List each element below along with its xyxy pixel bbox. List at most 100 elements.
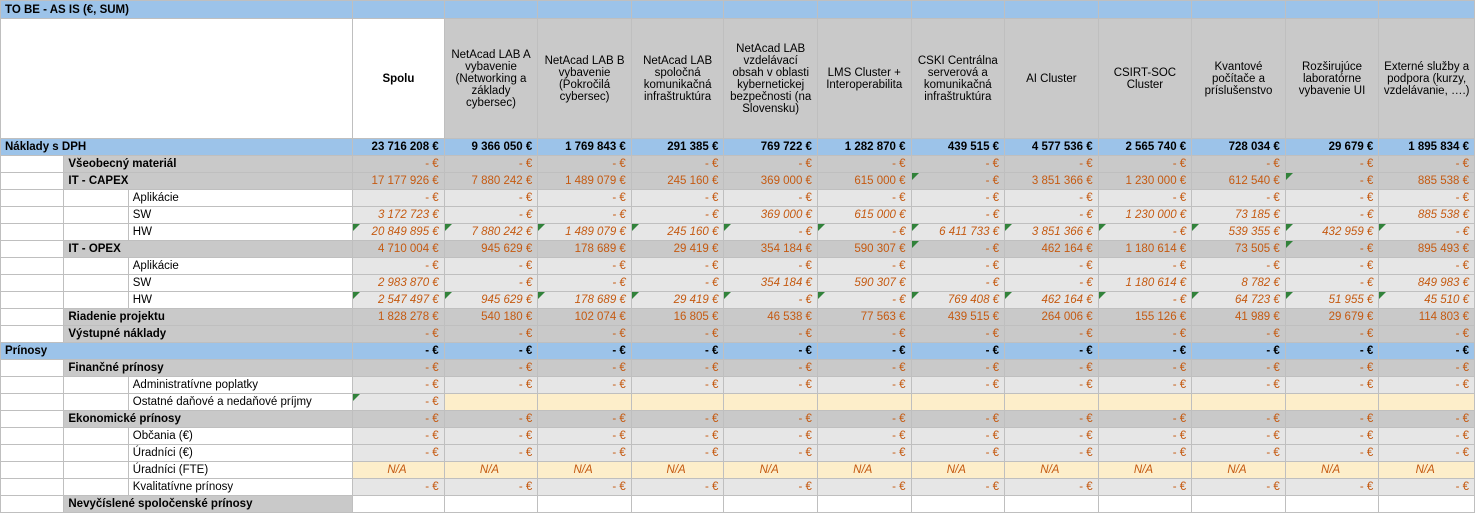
cell-ai — [1004, 393, 1099, 411]
indent-spacer — [63, 376, 129, 394]
cell-lab_obsah: 369 000 € — [723, 172, 818, 190]
indent-spacer — [0, 308, 65, 326]
cell-lab_a: 945 629 € — [443, 240, 539, 258]
cell-lab_obsah: - € — [723, 427, 818, 445]
cell-kvant: 539 355 € — [1191, 223, 1286, 241]
cell-lab_obsah: - € — [723, 478, 818, 496]
cell-lab_b: - € — [537, 257, 632, 275]
cell-csirt: 155 126 € — [1097, 308, 1193, 326]
cell-lab_infra: 29 419 € — [630, 240, 725, 258]
table-row: Riadenie projektu 1 828 278 €540 180 €102… — [0, 308, 1475, 326]
indent-spacer — [0, 393, 65, 411]
row-label: Občania (€) — [127, 427, 354, 445]
cell-ext: - € — [1378, 223, 1475, 241]
row-label: SW — [127, 206, 354, 224]
cell-ai: 462 164 € — [1004, 291, 1099, 309]
title-band-spacer — [537, 0, 632, 19]
cell-cski: - € — [910, 274, 1006, 292]
table-row: IT - OPEX 4 710 004 €945 629 €178 689 €29… — [0, 240, 1475, 258]
cell-spolu: - € — [352, 478, 445, 496]
cell-spolu — [352, 495, 445, 513]
cell-lab_infra — [630, 393, 725, 411]
cell-lms — [816, 393, 912, 411]
row-label: Ekonomické prínosy — [63, 410, 354, 428]
cell-cski: - € — [910, 359, 1006, 377]
cell-lab_b: - € — [537, 342, 632, 360]
cell-lab_a: - € — [443, 410, 539, 428]
table-row: Aplikácie - € - € - € - € - € - € - € - € - € - € -… — [0, 189, 1475, 207]
cell-lab_b: 178 689 € — [537, 291, 632, 309]
cell-spolu: N/A — [352, 461, 445, 479]
cell-lab_infra: - € — [630, 257, 725, 275]
cell-lab_infra: 16 805 € — [630, 308, 725, 326]
cell-csirt: 1 230 000 € — [1097, 172, 1193, 190]
cell-lab_b: 102 074 € — [537, 308, 632, 326]
cell-spolu: 3 172 723 € — [352, 206, 445, 224]
cell-kvant: - € — [1191, 410, 1286, 428]
cell-ext — [1378, 495, 1475, 513]
cell-lab_a: - € — [443, 427, 539, 445]
cell-lab_ui: - € — [1284, 189, 1380, 207]
row-label: HW — [127, 223, 354, 241]
cell-ai: - € — [1004, 274, 1099, 292]
indent-spacer — [63, 274, 129, 292]
cell-cski: - € — [910, 444, 1006, 462]
cell-spolu: 17 177 926 € — [352, 172, 445, 190]
cell-cski: - € — [910, 155, 1006, 173]
table-row: Výstupné náklady - € - € - € - € - € - € - € - €… — [0, 325, 1475, 343]
row-label: Úradníci (€) — [127, 444, 354, 462]
cell-lab_a: N/A — [443, 461, 539, 479]
indent-spacer — [63, 223, 129, 241]
cell-lab_b: - € — [537, 189, 632, 207]
cell-lab_obsah: 369 000 € — [723, 206, 818, 224]
cell-kvant: 73 505 € — [1191, 240, 1286, 258]
cell-csirt: - € — [1097, 155, 1193, 173]
table-row: Náklady s DPH 23 716 208 €9 366 050 €1 76… — [0, 138, 1475, 156]
column-header-cski: CSKI Centrálna serverová a komunikačná i… — [910, 18, 1006, 139]
cell-lab_b: - € — [537, 410, 632, 428]
cell-csirt: - € — [1097, 478, 1193, 496]
cell-spolu: 2 547 497 € — [352, 291, 445, 309]
column-header-lab_infra: NetAcad LAB spoločná komunikačná infrašt… — [630, 18, 725, 139]
cell-csirt: - € — [1097, 410, 1193, 428]
cell-lab_b: 178 689 € — [537, 240, 632, 258]
cell-lab_a: - € — [443, 206, 539, 224]
cell-lab_ui: - € — [1284, 410, 1380, 428]
table-row: Ostatné daňové a nedaňové príjmy - € — [0, 393, 1475, 411]
cell-lms: - € — [816, 257, 912, 275]
cell-ext: - € — [1378, 155, 1475, 173]
cell-lab_b: - € — [537, 427, 632, 445]
title-band-spacer — [1004, 0, 1099, 19]
cell-ai: - € — [1004, 410, 1099, 428]
cell-spolu: - € — [352, 444, 445, 462]
cell-cski: - € — [910, 257, 1006, 275]
cell-lab_a: - € — [443, 444, 539, 462]
cell-ext: - € — [1378, 478, 1475, 496]
cell-kvant: - € — [1191, 257, 1286, 275]
cell-kvant: 41 989 € — [1191, 308, 1286, 326]
row-label: Finančné prínosy — [63, 359, 354, 377]
indent-spacer — [63, 461, 129, 479]
indent-spacer — [0, 206, 65, 224]
cell-lab_a: - € — [443, 257, 539, 275]
cell-lab_ui — [1284, 495, 1380, 513]
cell-lab_b: - € — [537, 325, 632, 343]
cell-lab_obsah: N/A — [723, 461, 818, 479]
cell-spolu: - € — [352, 427, 445, 445]
indent-spacer — [0, 478, 65, 496]
column-header-csirt: CSIRT-SOC Cluster — [1097, 18, 1193, 139]
row-label: Úradníci (FTE) — [127, 461, 354, 479]
cell-cski: - € — [910, 206, 1006, 224]
cell-lms: N/A — [816, 461, 912, 479]
row-label: Všeobecný materiál — [63, 155, 354, 173]
cell-spolu: - € — [352, 376, 445, 394]
cell-lab_ui: - € — [1284, 274, 1380, 292]
cell-lab_infra: - € — [630, 206, 725, 224]
title-band-spacer — [910, 0, 1006, 19]
cell-lab_a: - € — [443, 274, 539, 292]
title-band-spacer — [1191, 0, 1286, 19]
cell-kvant: - € — [1191, 427, 1286, 445]
cell-lab_infra: - € — [630, 274, 725, 292]
cell-spolu: - € — [352, 155, 445, 173]
header-corner — [0, 18, 354, 139]
